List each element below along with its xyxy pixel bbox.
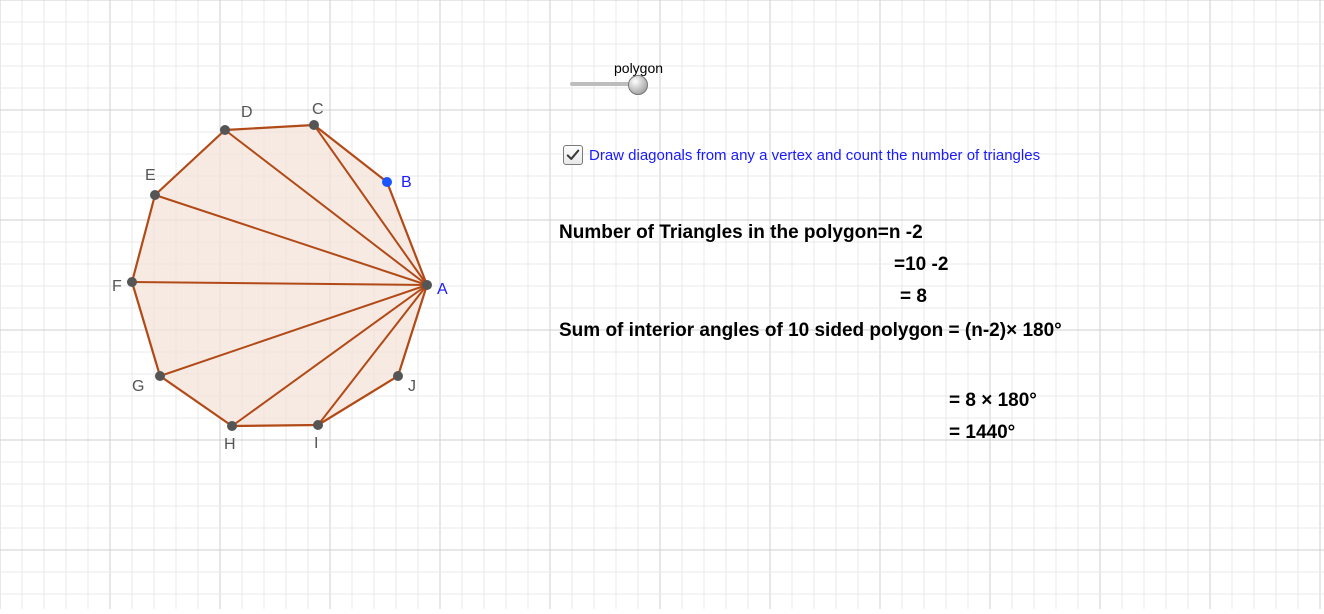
check-icon (566, 148, 580, 162)
vertex-label-A: A (437, 281, 448, 299)
text-anglesum-sub: = 8 × 180° (949, 390, 1037, 412)
slider-thumb[interactable] (628, 75, 648, 95)
text-anglesum-result: = 1440° (949, 422, 1015, 444)
slider-track[interactable] (570, 82, 640, 86)
diagonals-checkbox[interactable] (563, 145, 583, 165)
vertex-label-G: G (132, 378, 144, 396)
slider-label: polygon (614, 60, 663, 76)
vertex-label-B: B (401, 174, 412, 192)
vertex-label-D: D (241, 104, 253, 122)
diagonals-checkbox-label: Draw diagonals from any a vertex and cou… (589, 147, 1040, 164)
vertex-label-F: F (112, 278, 122, 296)
vertex-label-J: J (408, 378, 416, 396)
vertex-label-E: E (145, 167, 156, 185)
text-triangles-formula: Number of Triangles in the polygon=n -2 (559, 222, 923, 244)
text-triangles-result: = 8 (900, 286, 927, 308)
text-triangles-sub: =10 -2 (894, 254, 948, 276)
text-anglesum-formula: Sum of interior angles of 10 sided polyg… (559, 320, 1062, 342)
vertex-label-C: C (312, 101, 324, 119)
polygon-slider[interactable]: polygon (570, 60, 663, 86)
vertex-label-I: I (314, 435, 318, 453)
diagonals-checkbox-row: Draw diagonals from any a vertex and cou… (563, 145, 1040, 165)
geometry-canvas[interactable] (0, 0, 1324, 609)
vertex-label-H: H (224, 436, 236, 454)
stage-svg (0, 0, 1324, 609)
